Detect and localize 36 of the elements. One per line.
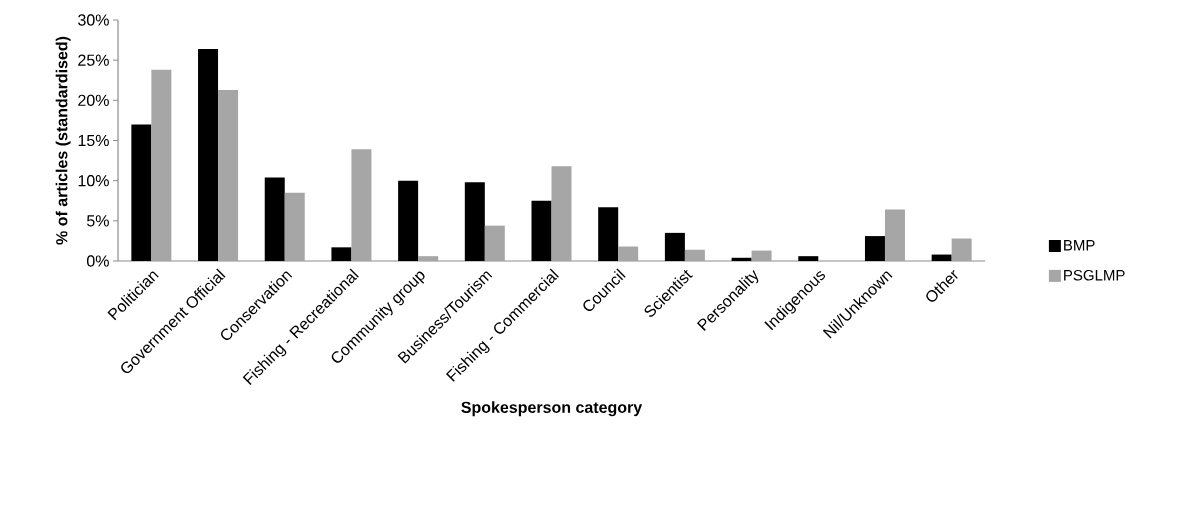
bar <box>464 182 485 261</box>
bar <box>684 249 705 261</box>
bar <box>418 256 439 261</box>
bar <box>618 246 639 261</box>
legend-label: BMP <box>1064 240 1095 251</box>
y-tick-label: 10% <box>78 175 109 187</box>
y-tick-label: 30% <box>78 14 109 26</box>
bar <box>931 254 952 261</box>
bar <box>951 238 972 261</box>
bar <box>751 250 772 261</box>
bar <box>284 192 305 261</box>
bar <box>151 69 172 261</box>
bar <box>398 180 419 261</box>
bar <box>351 149 372 261</box>
bar <box>798 256 819 261</box>
bar <box>131 124 152 261</box>
y-tick-label: 20% <box>78 94 109 106</box>
y-tick-label: 25% <box>78 54 109 66</box>
bar <box>551 166 572 261</box>
y-tick-label: 5% <box>87 215 109 227</box>
bar <box>331 247 352 261</box>
bar <box>218 89 239 261</box>
bar <box>484 225 505 261</box>
y-axis-title: % of articles (standardised) <box>55 36 71 245</box>
bar <box>264 177 285 261</box>
bar <box>731 257 752 261</box>
y-tick-label: 15% <box>78 134 109 147</box>
legend-label: PSGLMP <box>1064 269 1125 281</box>
y-tick-label: 0% <box>86 255 109 267</box>
x-axis-title: Spokesperson category <box>461 401 643 417</box>
bar <box>198 48 219 261</box>
bar <box>884 209 905 261</box>
bar <box>864 236 885 261</box>
bar <box>664 232 685 261</box>
bar <box>598 207 619 261</box>
bar <box>531 200 552 261</box>
